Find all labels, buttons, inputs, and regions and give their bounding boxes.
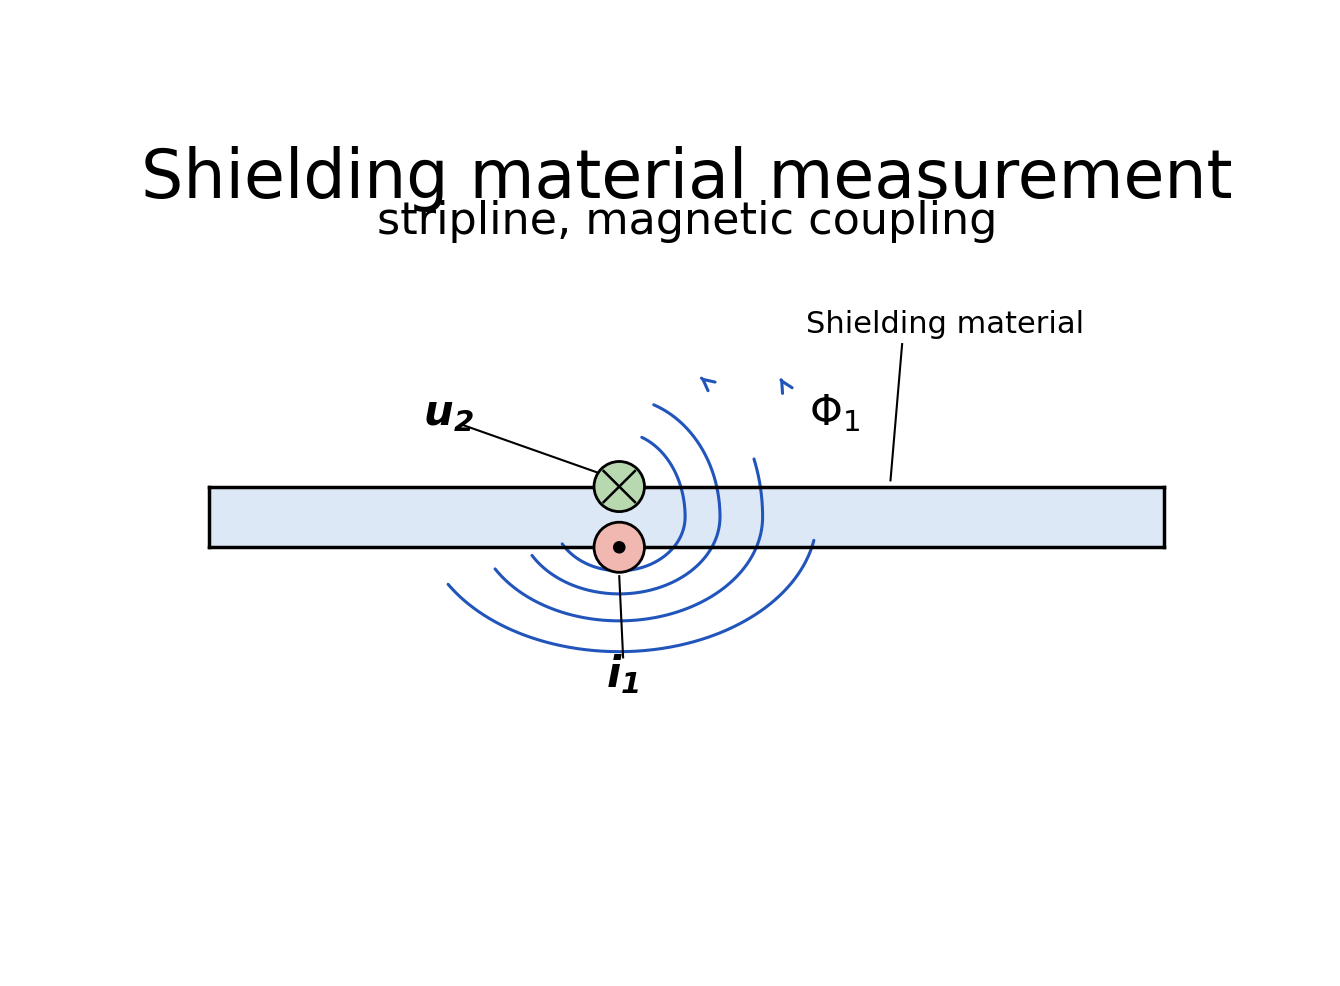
Text: $\bfit{u}_2$: $\bfit{u}_2$ xyxy=(423,392,474,435)
Text: Shielding material measurement: Shielding material measurement xyxy=(141,146,1233,212)
Text: $\Phi_1$: $\Phi_1$ xyxy=(809,392,860,435)
Circle shape xyxy=(594,523,645,572)
Circle shape xyxy=(594,461,645,512)
Bar xyxy=(209,486,1164,547)
Text: Shielding material: Shielding material xyxy=(805,311,1084,339)
Text: $\bfit{i}_1$: $\bfit{i}_1$ xyxy=(607,653,641,696)
Text: stripline, magnetic coupling: stripline, magnetic coupling xyxy=(377,200,997,243)
Circle shape xyxy=(612,541,626,553)
